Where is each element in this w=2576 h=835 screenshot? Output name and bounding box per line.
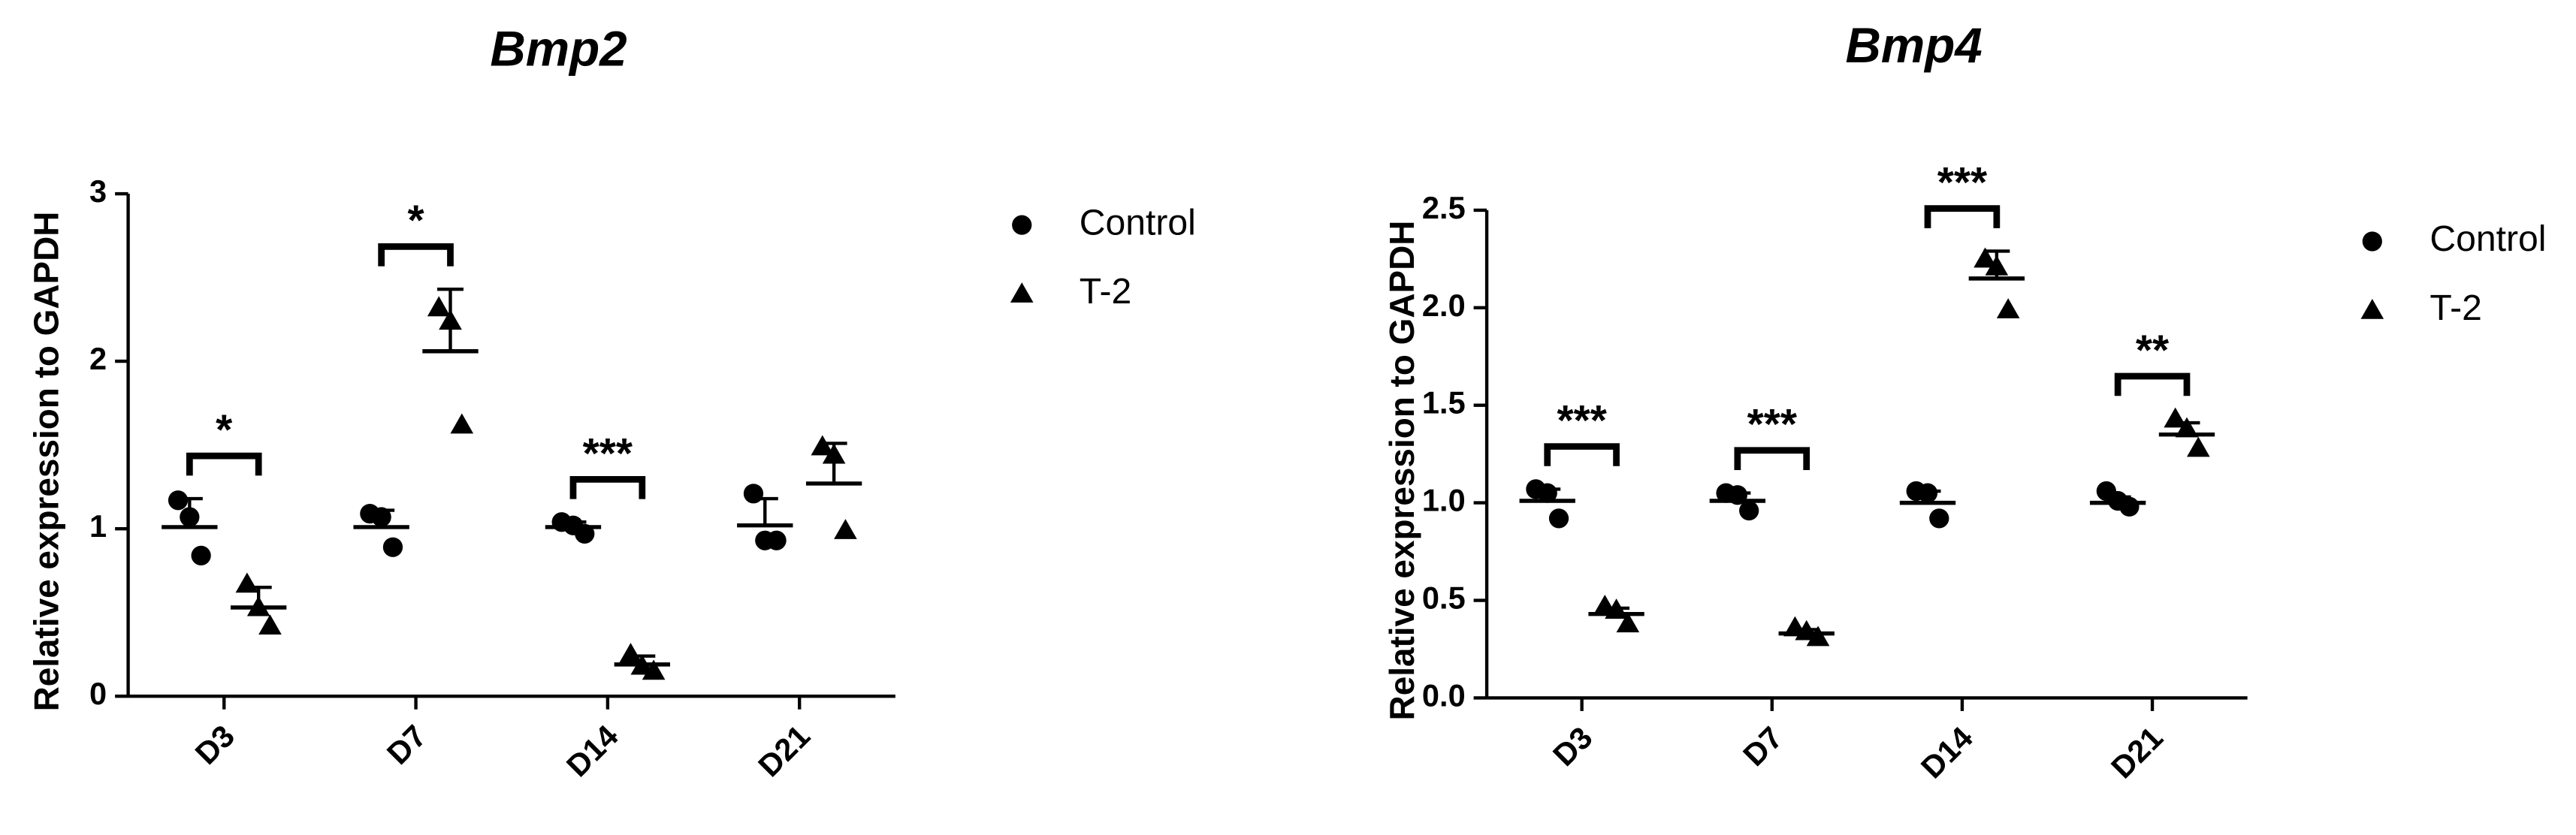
y-axis-label: Relative expression to GAPDH xyxy=(1382,221,1421,721)
x-tick-label: D21 xyxy=(2104,719,2170,785)
circle-point xyxy=(168,490,189,511)
mean-error-bar xyxy=(805,442,862,486)
significance-bracket xyxy=(1734,447,1810,471)
x-tick-label: D3 xyxy=(188,718,241,771)
chart-title: Bmp4 xyxy=(1846,18,1983,73)
significance-label: *** xyxy=(1557,397,1607,445)
mean-error-bar xyxy=(1709,491,1766,503)
triangle-point xyxy=(235,572,259,593)
triangle-point xyxy=(1806,625,1830,647)
x-tick-label: D7 xyxy=(380,718,433,771)
significance-bracket xyxy=(1544,443,1620,466)
mean-error-bar xyxy=(1588,606,1644,616)
significance-bracket xyxy=(186,452,262,476)
y-tick-label: 0.0 xyxy=(1422,677,1466,713)
x-tick-label: D3 xyxy=(1546,719,1599,773)
mean-error-bar xyxy=(1968,249,2025,281)
significance-label: *** xyxy=(583,430,633,478)
y-axis-label: Relative expression to GAPDH xyxy=(27,212,66,712)
x-tick-label: D21 xyxy=(751,718,817,783)
y-tick-label: 2.0 xyxy=(1422,288,1466,323)
significance-label: *** xyxy=(1747,401,1798,448)
y-tick-label: 3 xyxy=(89,173,107,209)
circle-point xyxy=(1929,508,1949,529)
triangle-point xyxy=(1996,298,2020,318)
y-tick-label: 1.5 xyxy=(1422,385,1466,421)
triangle-point xyxy=(834,519,857,539)
legend-label: T-2 xyxy=(1080,271,1132,312)
triangle-point xyxy=(619,643,642,663)
significance-label: *** xyxy=(1937,159,1988,206)
mean-error-bar xyxy=(1899,489,1956,505)
triangle-point xyxy=(2360,299,2384,319)
chart-title: Bmp2 xyxy=(490,21,627,76)
y-tick-label: 0 xyxy=(89,676,107,711)
mean-error-bar xyxy=(2158,421,2215,437)
circle-point xyxy=(766,530,787,550)
significance-label: * xyxy=(408,197,425,245)
mean-error-bar xyxy=(737,496,793,528)
y-tick-label: 1.0 xyxy=(1422,483,1466,518)
mean-error-bar xyxy=(162,496,218,529)
triangle-point xyxy=(1974,247,1997,268)
circle-point xyxy=(1739,500,1759,521)
mean-error-bar xyxy=(2089,495,2146,505)
circle-point xyxy=(1012,215,1032,235)
significance-bracket xyxy=(2114,372,2191,396)
x-tick-label: D14 xyxy=(1914,719,1980,785)
y-tick-label: 2.5 xyxy=(1422,190,1466,225)
significance-label: ** xyxy=(2136,327,2170,374)
triangle-point xyxy=(450,413,474,434)
legend-label: Control xyxy=(1080,202,1196,243)
y-tick-label: 1 xyxy=(89,508,107,544)
y-tick-label: 0.5 xyxy=(1422,580,1466,615)
triangle-point xyxy=(258,614,282,635)
circle-point xyxy=(382,537,403,557)
triangle-point xyxy=(1010,282,1034,303)
mean-error-bar xyxy=(231,586,287,610)
x-tick-label: D14 xyxy=(560,718,625,783)
triangle-point xyxy=(2186,436,2210,457)
y-tick-label: 2 xyxy=(89,341,107,376)
legend-label: T-2 xyxy=(2430,288,2482,328)
circle-point xyxy=(2362,231,2382,252)
triangle-point xyxy=(642,659,666,680)
mean-error-bar xyxy=(614,654,670,667)
triangle-point xyxy=(1616,612,1640,633)
triangle-point xyxy=(811,435,835,456)
significance-bracket xyxy=(569,476,646,499)
legend-label: Control xyxy=(2430,219,2546,259)
significance-label: * xyxy=(216,407,233,454)
circle-point xyxy=(191,545,211,565)
mean-error-bar xyxy=(353,508,409,529)
mean-error-bar xyxy=(1519,487,1575,503)
mean-error-bar xyxy=(1778,628,1835,636)
circle-point xyxy=(2119,496,2140,517)
circle-point xyxy=(1548,508,1569,529)
triangle-point xyxy=(427,296,451,317)
mean-error-bar xyxy=(422,288,479,354)
mean-error-bar xyxy=(545,520,602,529)
significance-bracket xyxy=(1924,205,2001,228)
x-tick-label: D7 xyxy=(1736,719,1789,773)
significance-bracket xyxy=(378,243,454,267)
circle-point xyxy=(743,484,764,504)
